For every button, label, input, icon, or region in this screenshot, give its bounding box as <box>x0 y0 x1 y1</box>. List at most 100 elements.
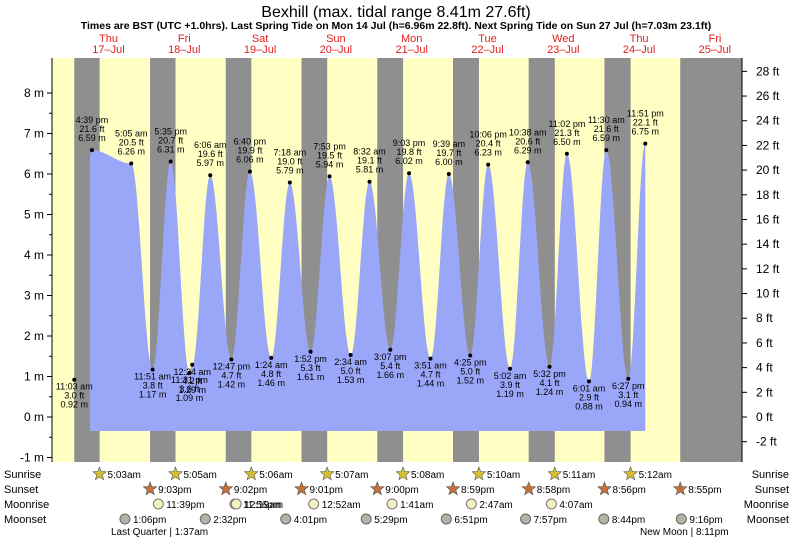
low-tide-point <box>547 364 552 369</box>
sunrise-icon <box>167 466 183 481</box>
tide-time: 7:53 pm <box>313 141 346 151</box>
high-tide-point <box>327 174 332 179</box>
tide-height-ft: 21.6 ft <box>594 124 620 134</box>
tide-height-ft: 21.6 ft <box>79 124 105 134</box>
low-tide-point <box>508 366 513 371</box>
chart-title: Bexhill (max. tidal range 8.41m 27.6ft) <box>261 4 530 21</box>
tide-height-m: 1.42 m <box>218 379 246 389</box>
tide-time: 6:40 pm <box>234 137 267 147</box>
moonset-icon <box>675 513 687 525</box>
tide-time: 6:01 am <box>573 383 606 393</box>
high-tide-point <box>643 141 648 146</box>
tide-height-ft: 4.2 ft <box>182 376 203 386</box>
tide-height-ft: 21.3 ft <box>554 128 580 138</box>
moonset-time: 8:44pm <box>612 515 645 526</box>
tide-height-ft: 4.1 ft <box>540 378 561 388</box>
sunset-time: 9:01pm <box>310 485 343 496</box>
tide-height-ft: 3.9 ft <box>500 380 521 390</box>
tide-height-m: 5.94 m <box>316 159 344 169</box>
day-date: 24–Jul <box>623 44 655 56</box>
tide-height-ft: 19.9 ft <box>237 146 263 156</box>
tide-height-m: 0.88 m <box>575 401 603 411</box>
tide-time: 8:32 am <box>353 147 386 157</box>
moonrise-icon <box>465 498 477 510</box>
sunrise-icon <box>547 466 563 481</box>
tide-height-ft: 4.8 ft <box>261 369 282 379</box>
high-tide-point <box>407 171 412 176</box>
tide-height-ft: 20.6 ft <box>515 136 541 146</box>
tide-height-ft: 19.1 ft <box>357 156 383 166</box>
tide-time: 6:27 pm <box>612 381 645 391</box>
sunrise-time: 5:11am <box>563 470 596 481</box>
sunrise-icon <box>319 466 335 481</box>
high-tide-point <box>604 148 609 153</box>
tide-height-ft: 3.1 ft <box>618 390 639 400</box>
water-area <box>90 143 646 431</box>
sunrise-time: 5:05am <box>183 470 216 481</box>
y-tick-label-ft: 4 ft <box>756 361 773 375</box>
tide-height-ft: 3.0 ft <box>64 391 85 401</box>
high-tide-point <box>287 180 292 185</box>
tide-height-ft: 2.9 ft <box>579 392 600 402</box>
tide-height-ft: 19.7 ft <box>436 148 462 158</box>
tide-time: 10:38 am <box>509 127 547 137</box>
high-tide-point <box>89 148 94 153</box>
row-label-right: Moonset <box>747 514 789 526</box>
y-tick-label-ft: 20 ft <box>756 163 780 177</box>
sunset-icon <box>672 481 688 496</box>
low-tide-point <box>269 355 274 360</box>
day-date: 23–Jul <box>547 44 579 56</box>
row-label-left: Moonrise <box>4 499 49 511</box>
tide-time: 11:03 am <box>56 382 93 392</box>
moonrise-time: 4:07am <box>559 500 592 511</box>
moonrise-icon <box>230 498 242 510</box>
tide-time: 4:39 pm <box>76 115 109 125</box>
y-tick-label-ft: 24 ft <box>756 114 780 128</box>
y-tick-label-ft: 0 ft <box>756 410 773 424</box>
tide-time: 7:18 am <box>274 148 307 158</box>
tide-height-m: 1.09 m <box>176 393 204 403</box>
moonrise-time: 12:19am <box>244 500 283 511</box>
moonset-time: 5:29pm <box>374 515 407 526</box>
moonset-time: 2:32pm <box>213 515 246 526</box>
tide-time: 11:51 pm <box>627 109 664 119</box>
moonset-icon <box>119 513 131 525</box>
y-tick-label-ft: 18 ft <box>756 188 780 202</box>
sunrise-time: 5:07am <box>335 470 368 481</box>
tide-height-m: 6.59 m <box>78 133 106 143</box>
axes: -1 m 0 m 1 m 2 m 3 m 4 m 5 m 6 m 7 m 8 m -2 ft 0 ft… <box>20 58 780 465</box>
day-name: Mon <box>401 33 422 45</box>
day-date: 18–Jul <box>168 44 200 56</box>
tide-time: 5:02 am <box>494 371 527 381</box>
y-tick-label-ft: 26 ft <box>756 89 780 103</box>
tide-height-ft: 19.5 ft <box>317 150 343 160</box>
tide-curve <box>90 143 646 431</box>
y-tick-label-m: -1 m <box>20 451 44 465</box>
y-tick-label-ft: 12 ft <box>756 262 780 276</box>
moonrise-icon <box>152 498 164 510</box>
low-tide-point <box>626 376 631 381</box>
y-tick-label-m: 4 m <box>24 248 44 262</box>
y-tick-label-ft: 28 ft <box>756 64 780 78</box>
moonset-icon <box>280 513 292 525</box>
y-tick-label-m: 5 m <box>24 208 44 222</box>
day-name: Wed <box>552 33 574 45</box>
tide-height-ft: 5.0 ft <box>341 366 362 376</box>
tide-height-m: 1.29 m <box>178 385 206 395</box>
tide-time: 9:03 pm <box>393 138 426 148</box>
moonrise-time: 11:39pm <box>166 500 204 511</box>
moonset-time: 7:57pm <box>534 515 567 526</box>
tide-height-ft: 3.8 ft <box>143 381 164 391</box>
y-tick-label-ft: 16 ft <box>756 212 780 226</box>
tide-height-ft: 22.1 ft <box>633 118 659 128</box>
low-tide-point <box>468 353 473 358</box>
y-tick-label-m: 6 m <box>24 167 44 181</box>
row-label-right: Sunset <box>755 484 789 496</box>
moonrise-time: 12:52am <box>322 500 361 511</box>
moonrise-icon <box>545 498 557 510</box>
moonset-time: 9:16pm <box>689 515 722 526</box>
y-tick-label-m: 0 m <box>24 410 44 424</box>
tide-height-m: 1.53 m <box>337 375 365 385</box>
y-tick-label-m: 1 m <box>24 370 44 384</box>
tide-height-m: 6.29 m <box>514 145 542 155</box>
